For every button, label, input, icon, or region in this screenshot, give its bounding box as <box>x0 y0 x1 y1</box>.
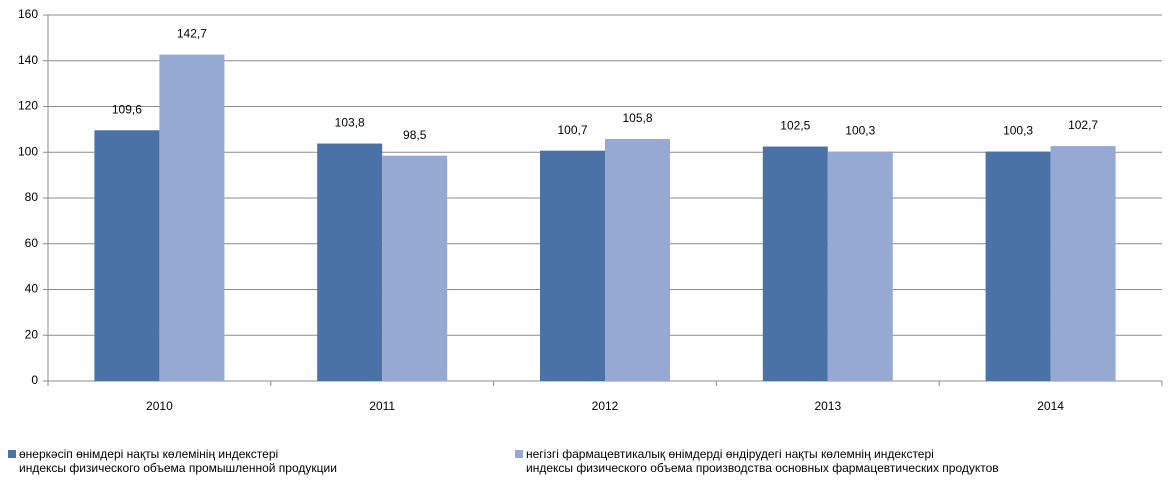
y-tick-label: 0 <box>31 373 38 387</box>
data-label: 100,3 <box>1003 124 1033 138</box>
data-label: 105,8 <box>622 111 652 125</box>
x-tick-label: 2013 <box>814 399 841 413</box>
bar <box>762 146 828 381</box>
bar <box>382 155 448 381</box>
legend-label: өнеркәсіп өнімдері нақты көлемінің индек… <box>19 447 337 475</box>
data-label: 103,8 <box>335 116 365 130</box>
data-label: 109,6 <box>112 102 142 116</box>
data-label: 102,5 <box>780 119 810 133</box>
bar <box>827 151 893 381</box>
legend-item: өнеркәсіп өнімдері нақты көлемінің индек… <box>8 447 337 475</box>
bar <box>159 54 225 381</box>
y-tick-label: 140 <box>18 53 38 67</box>
bar <box>317 143 383 381</box>
chart: 0 20 40 60 80 100 120 140 160 2010 109,6 142,7 2011 1… <box>18 7 1163 413</box>
legend-label: негізгі фармацевтикалық өнімдерді өндіру… <box>526 447 999 475</box>
bar <box>1050 146 1116 381</box>
legend-item: негізгі фармацевтикалық өнімдерді өндіру… <box>515 447 999 475</box>
bar <box>605 138 670 381</box>
bar <box>94 130 160 381</box>
data-label: 142,7 <box>177 27 207 41</box>
bar <box>540 150 605 381</box>
x-tick-label: 2010 <box>146 399 173 413</box>
y-tick-label: 120 <box>18 99 38 113</box>
y-tick-label: 100 <box>18 144 38 158</box>
x-tick-label: 2014 <box>1037 399 1064 413</box>
x-tick-label: 2011 <box>369 399 395 413</box>
data-label: 102,7 <box>1068 118 1098 132</box>
legend-swatch <box>8 450 16 458</box>
y-tick-label: 20 <box>25 327 39 341</box>
x-tick-label: 2012 <box>592 399 619 413</box>
y-tick-label: 60 <box>25 236 39 250</box>
y-tick-label: 160 <box>18 7 38 21</box>
data-label: 100,7 <box>557 123 587 137</box>
y-tick-label: 40 <box>25 282 39 296</box>
bar <box>985 151 1051 381</box>
legend-swatch <box>515 450 523 458</box>
y-tick-label: 80 <box>25 190 39 204</box>
data-label: 100,3 <box>845 124 875 138</box>
data-label: 98,5 <box>403 128 427 142</box>
